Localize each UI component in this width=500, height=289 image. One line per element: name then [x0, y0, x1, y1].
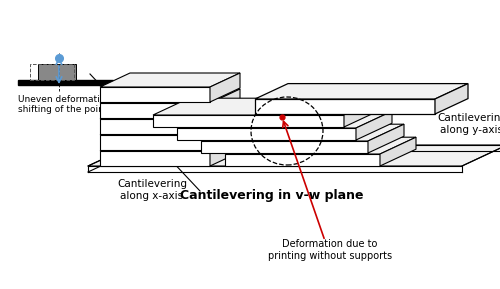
- Polygon shape: [435, 84, 468, 114]
- Polygon shape: [100, 105, 240, 119]
- Polygon shape: [100, 103, 210, 118]
- Polygon shape: [177, 111, 392, 128]
- Polygon shape: [100, 137, 240, 151]
- Text: Deformation due to
printing without supports: Deformation due to printing without supp…: [268, 239, 392, 261]
- Polygon shape: [100, 121, 240, 135]
- Polygon shape: [88, 145, 500, 166]
- Text: Uneven deformation due to
shifting of the point of gravity.: Uneven deformation due to shifting of th…: [18, 95, 156, 114]
- Polygon shape: [210, 89, 240, 118]
- Text: Cantilevering in v-w plane: Cantilevering in v-w plane: [180, 189, 364, 202]
- Polygon shape: [225, 137, 416, 154]
- Polygon shape: [356, 111, 392, 140]
- Polygon shape: [380, 137, 416, 166]
- Polygon shape: [153, 115, 344, 127]
- Text: Cantilevering
along x-axis: Cantilevering along x-axis: [117, 179, 187, 201]
- Polygon shape: [100, 87, 210, 102]
- Polygon shape: [201, 141, 368, 153]
- Bar: [30, 64, 74, 80]
- Bar: [38, 64, 76, 80]
- Polygon shape: [344, 98, 380, 127]
- Polygon shape: [100, 135, 210, 150]
- Polygon shape: [210, 121, 240, 150]
- Polygon shape: [153, 98, 380, 115]
- Polygon shape: [100, 151, 210, 166]
- Polygon shape: [100, 89, 240, 103]
- Polygon shape: [368, 124, 404, 153]
- Polygon shape: [225, 154, 380, 166]
- Polygon shape: [100, 119, 210, 134]
- Polygon shape: [210, 73, 240, 102]
- Polygon shape: [210, 137, 240, 166]
- Polygon shape: [100, 73, 240, 87]
- Polygon shape: [201, 124, 404, 141]
- Polygon shape: [177, 128, 356, 140]
- Polygon shape: [210, 105, 240, 134]
- Polygon shape: [255, 84, 468, 99]
- Text: Cantilevering
along y-axis: Cantilevering along y-axis: [437, 113, 500, 135]
- Polygon shape: [255, 99, 435, 114]
- Bar: [18, 80, 113, 85]
